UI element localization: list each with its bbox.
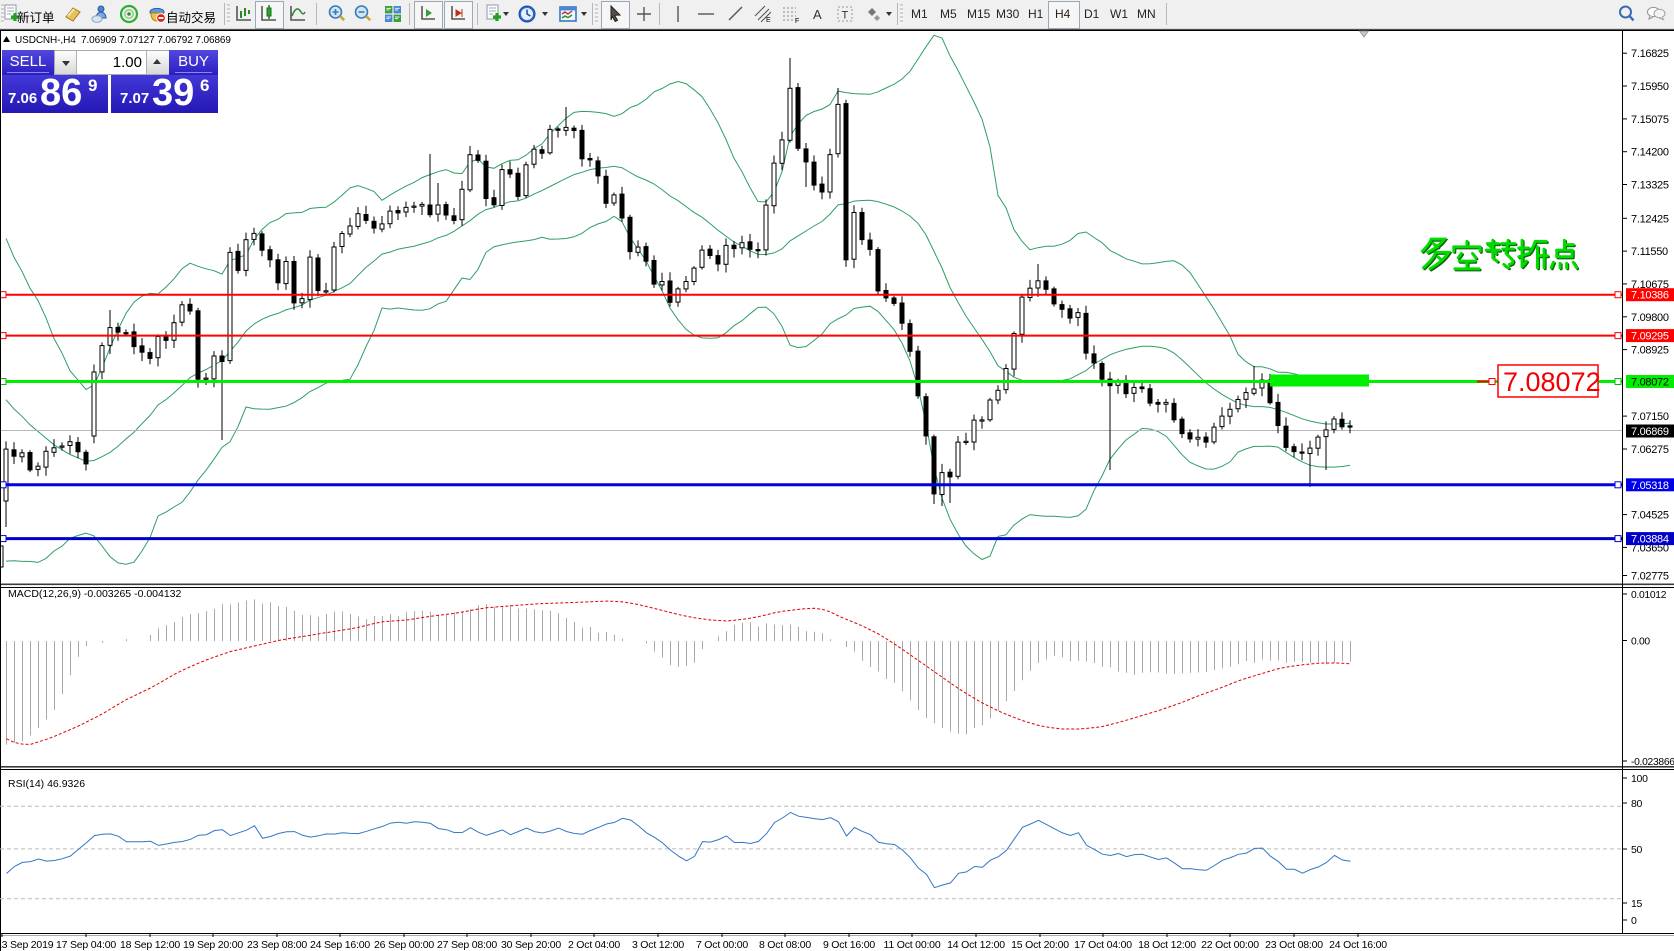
svg-text:2 Oct 04:00: 2 Oct 04:00 (568, 939, 620, 951)
svg-text:USDCNH-,H4 7.06909 7.07127 7.: USDCNH-,H4 7.06909 7.07127 7.06792 7.068… (15, 35, 231, 46)
svg-text:7.06275: 7.06275 (1631, 444, 1669, 456)
svg-text:E: E (766, 17, 771, 24)
svg-text:7.12425: 7.12425 (1631, 213, 1669, 225)
svg-text:9 Oct 16:00: 9 Oct 16:00 (823, 939, 875, 951)
svg-text:0.00: 0.00 (1631, 637, 1650, 648)
svg-text:80: 80 (1631, 798, 1643, 810)
svg-text:7.03884: 7.03884 (1631, 534, 1669, 546)
svg-text:7.07150: 7.07150 (1631, 411, 1669, 423)
svg-text:30 Sep 20:00: 30 Sep 20:00 (501, 939, 561, 951)
svg-text:T: T (842, 10, 849, 22)
svg-text:15: 15 (1631, 898, 1643, 910)
svg-text:-0.023866: -0.023866 (1631, 757, 1674, 768)
svg-text:7.10386: 7.10386 (1631, 290, 1669, 302)
svg-text:MACD(12,26,9) -0.003265 -0.004: MACD(12,26,9) -0.003265 -0.004132 (8, 588, 182, 600)
svg-text:F: F (795, 18, 799, 24)
svg-text:7.14200: 7.14200 (1631, 147, 1669, 159)
svg-text:7.08925: 7.08925 (1631, 345, 1669, 357)
svg-text:7.08072: 7.08072 (1631, 377, 1669, 389)
svg-text:8 Oct 08:00: 8 Oct 08:00 (759, 939, 811, 951)
svg-text:3 Oct 12:00: 3 Oct 12:00 (632, 939, 684, 951)
svg-text:100: 100 (1631, 773, 1648, 785)
svg-text:13 Sep 2019: 13 Sep 2019 (0, 939, 54, 951)
svg-text:A: A (813, 7, 822, 22)
svg-text:19 Sep 20:00: 19 Sep 20:00 (183, 939, 243, 951)
svg-text:50: 50 (1631, 844, 1643, 856)
svg-text:7.10675: 7.10675 (1631, 279, 1669, 291)
svg-text:7.13325: 7.13325 (1631, 180, 1669, 192)
svg-text:27 Sep 08:00: 27 Sep 08:00 (437, 939, 497, 951)
svg-text:24 Sep 16:00: 24 Sep 16:00 (310, 939, 370, 951)
svg-text:RSI(14) 46.9326: RSI(14) 46.9326 (8, 778, 85, 790)
svg-text:26 Sep 00:00: 26 Sep 00:00 (374, 939, 434, 951)
svg-text:7.06869: 7.06869 (1631, 426, 1669, 438)
svg-text:7.15950: 7.15950 (1631, 81, 1669, 93)
svg-text:17 Oct 04:00: 17 Oct 04:00 (1074, 939, 1132, 951)
svg-text:7.16825: 7.16825 (1631, 48, 1669, 60)
svg-text:14 Oct 12:00: 14 Oct 12:00 (947, 939, 1005, 951)
svg-text:18 Oct 12:00: 18 Oct 12:00 (1138, 939, 1196, 951)
svg-text:7.08072: 7.08072 (1503, 367, 1601, 397)
svg-text:7.09800: 7.09800 (1631, 312, 1669, 324)
svg-text:7 Oct 00:00: 7 Oct 00:00 (696, 939, 748, 951)
svg-text:7.04525: 7.04525 (1631, 510, 1669, 522)
svg-text:7.05318: 7.05318 (1631, 480, 1669, 492)
svg-text:7.11550: 7.11550 (1631, 246, 1668, 258)
svg-text:15 Oct 20:00: 15 Oct 20:00 (1011, 939, 1069, 951)
svg-text:11 Oct 00:00: 11 Oct 00:00 (884, 939, 941, 951)
svg-text:23 Oct 08:00: 23 Oct 08:00 (1265, 939, 1323, 951)
svg-text:7.09295: 7.09295 (1631, 331, 1669, 343)
svg-text:22 Oct 00:00: 22 Oct 00:00 (1201, 939, 1259, 951)
svg-text:7.03650: 7.03650 (1631, 542, 1669, 554)
svg-text:24 Oct 16:00: 24 Oct 16:00 (1329, 939, 1387, 951)
svg-text:17 Sep 04:00: 17 Sep 04:00 (56, 939, 116, 951)
svg-text:0: 0 (1631, 915, 1637, 927)
svg-text:7.02775: 7.02775 (1631, 571, 1669, 583)
svg-text:0.01012: 0.01012 (1631, 590, 1667, 601)
svg-text:7.15075: 7.15075 (1631, 114, 1669, 126)
svg-text:18 Sep 12:00: 18 Sep 12:00 (120, 939, 180, 951)
svg-text:23 Sep 08:00: 23 Sep 08:00 (247, 939, 307, 951)
